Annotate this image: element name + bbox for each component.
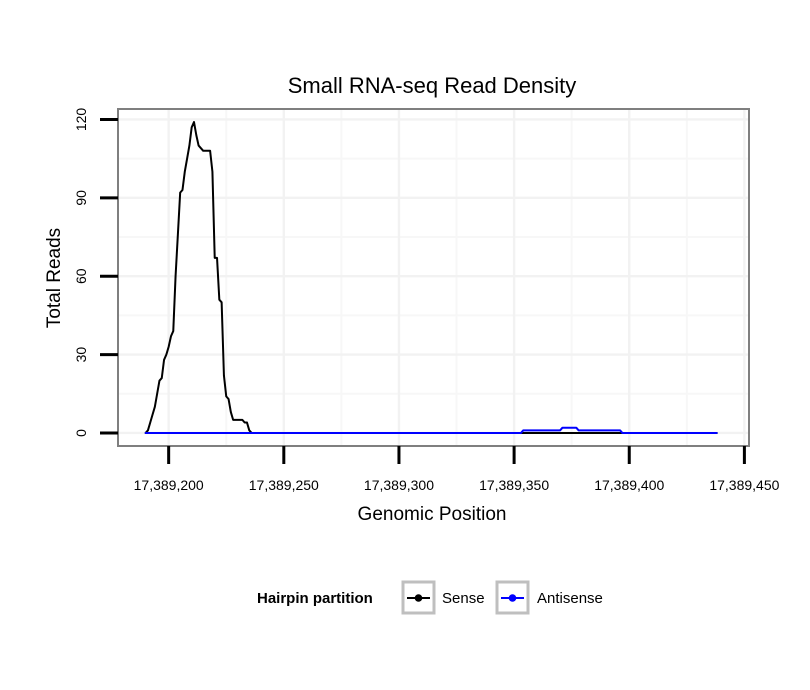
minor-gridlines — [119, 110, 748, 445]
y-tick-label: 0 — [73, 429, 89, 437]
chart-title: Small RNA-seq Read Density — [288, 73, 577, 98]
legend-key-sense-point — [414, 594, 423, 602]
legend-label-sense: Sense — [442, 590, 485, 607]
x-axis: 17,389,200 17,389,250 17,389,300 17,389,350… — [134, 446, 780, 493]
x-tick-label: 17,389,200 — [134, 477, 204, 493]
x-tick-label: 17,389,450 — [709, 477, 779, 493]
y-axis-title: Total Reads — [44, 228, 65, 328]
series-line-antisense — [144, 426, 718, 434]
x-tick-label: 17,389,400 — [594, 477, 664, 493]
y-tick-label: 30 — [73, 347, 89, 363]
x-axis-title: Genomic Position — [358, 504, 507, 525]
y-tick-label: 120 — [73, 108, 89, 132]
series-line-sense — [144, 121, 718, 434]
series-layer — [144, 121, 718, 434]
x-tick-label: 17,389,250 — [249, 477, 319, 493]
legend-label-antisense: Antisense — [537, 590, 603, 607]
y-axis: 0 30 60 90 120 — [73, 108, 118, 437]
y-tick-label: 60 — [73, 268, 89, 284]
legend-key-antisense-point — [508, 594, 517, 602]
legend-title: Hairpin partition — [257, 590, 373, 607]
y-tick-label: 90 — [73, 190, 89, 206]
x-tick-label: 17,389,300 — [364, 477, 434, 493]
plot-panel — [117, 108, 750, 447]
legend: Hairpin partition Sense Antisense — [257, 580, 603, 615]
x-tick-label: 17,389,350 — [479, 477, 549, 493]
